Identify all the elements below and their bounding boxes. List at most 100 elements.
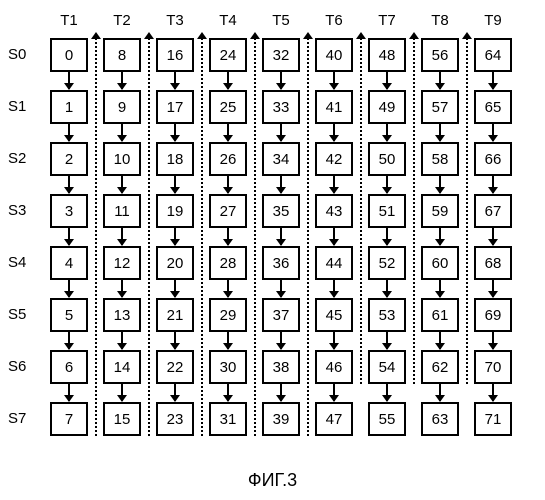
grid-cell: 15	[103, 402, 141, 436]
grid-cell: 13	[103, 298, 141, 332]
down-arrow	[121, 384, 123, 401]
grid-cell: 39	[262, 402, 300, 436]
dotted-line	[466, 38, 468, 384]
grid-cell: 9	[103, 90, 141, 124]
down-arrow	[227, 124, 229, 141]
grid-cell: 50	[368, 142, 406, 176]
grid-cell: 69	[474, 298, 512, 332]
grid-cell: 49	[368, 90, 406, 124]
down-arrow	[68, 280, 70, 297]
grid-cell: 35	[262, 194, 300, 228]
grid-cell: 41	[315, 90, 353, 124]
down-arrow	[333, 228, 335, 245]
grid-cell: 28	[209, 246, 247, 280]
down-arrow	[121, 280, 123, 297]
down-arrow	[68, 176, 70, 193]
grid-cell: 65	[474, 90, 512, 124]
grid-cell: 10	[103, 142, 141, 176]
grid-cell: 19	[156, 194, 194, 228]
grid-cell: 54	[368, 350, 406, 384]
grid-cell: 1	[50, 90, 88, 124]
down-arrow	[280, 384, 282, 401]
grid-cell: 59	[421, 194, 459, 228]
row-header: S7	[8, 410, 42, 427]
down-arrow	[280, 72, 282, 89]
grid-cell: 44	[315, 246, 353, 280]
down-arrow	[68, 228, 70, 245]
down-arrow	[227, 176, 229, 193]
grid-cell: 16	[156, 38, 194, 72]
grid-cell: 4	[50, 246, 88, 280]
down-arrow	[333, 280, 335, 297]
down-arrow	[439, 124, 441, 141]
down-arrow	[333, 72, 335, 89]
grid-cell: 11	[103, 194, 141, 228]
grid-cell: 61	[421, 298, 459, 332]
down-arrow	[386, 72, 388, 89]
grid-cell: 51	[368, 194, 406, 228]
down-arrow	[174, 228, 176, 245]
col-header: T8	[421, 12, 459, 29]
dotted-line	[360, 38, 362, 384]
grid-cell: 60	[421, 246, 459, 280]
grid-cell: 38	[262, 350, 300, 384]
down-arrow	[174, 176, 176, 193]
row-header: S5	[8, 306, 42, 323]
grid-cell: 18	[156, 142, 194, 176]
down-arrow	[121, 332, 123, 349]
grid-cell: 25	[209, 90, 247, 124]
grid-cell: 34	[262, 142, 300, 176]
up-arrow-head	[250, 32, 260, 39]
grid-cell: 31	[209, 402, 247, 436]
down-arrow	[174, 280, 176, 297]
down-arrow	[492, 124, 494, 141]
col-header: T9	[474, 12, 512, 29]
down-arrow	[68, 72, 70, 89]
grid-cell: 20	[156, 246, 194, 280]
down-arrow	[280, 228, 282, 245]
grid-cell: 30	[209, 350, 247, 384]
grid-cell: 48	[368, 38, 406, 72]
grid-cell: 43	[315, 194, 353, 228]
col-header: T2	[103, 12, 141, 29]
down-arrow	[174, 72, 176, 89]
down-arrow	[227, 280, 229, 297]
down-arrow	[121, 176, 123, 193]
down-arrow	[386, 280, 388, 297]
grid-cell: 62	[421, 350, 459, 384]
down-arrow	[121, 124, 123, 141]
dotted-line	[307, 38, 309, 436]
grid-cell: 66	[474, 142, 512, 176]
dotted-line	[254, 38, 256, 436]
grid-cell: 24	[209, 38, 247, 72]
down-arrow	[174, 124, 176, 141]
down-arrow	[68, 384, 70, 401]
down-arrow	[492, 280, 494, 297]
row-header: S1	[8, 98, 42, 115]
down-arrow	[68, 332, 70, 349]
grid-cell: 67	[474, 194, 512, 228]
row-header: S6	[8, 358, 42, 375]
dotted-line	[201, 38, 203, 436]
grid-cell: 70	[474, 350, 512, 384]
grid-cell: 37	[262, 298, 300, 332]
grid-cell: 29	[209, 298, 247, 332]
grid-cell: 46	[315, 350, 353, 384]
down-arrow	[333, 176, 335, 193]
grid-cell: 21	[156, 298, 194, 332]
grid-cell: 40	[315, 38, 353, 72]
up-arrow-head	[303, 32, 313, 39]
grid-cell: 47	[315, 402, 353, 436]
grid-cell: 0	[50, 38, 88, 72]
grid-cell: 68	[474, 246, 512, 280]
grid-cell: 33	[262, 90, 300, 124]
up-arrow-head	[144, 32, 154, 39]
grid-cell: 26	[209, 142, 247, 176]
down-arrow	[333, 332, 335, 349]
down-arrow	[227, 332, 229, 349]
down-arrow	[386, 176, 388, 193]
grid-cell: 55	[368, 402, 406, 436]
down-arrow	[280, 124, 282, 141]
grid-cell: 7	[50, 402, 88, 436]
row-header: S2	[8, 150, 42, 167]
